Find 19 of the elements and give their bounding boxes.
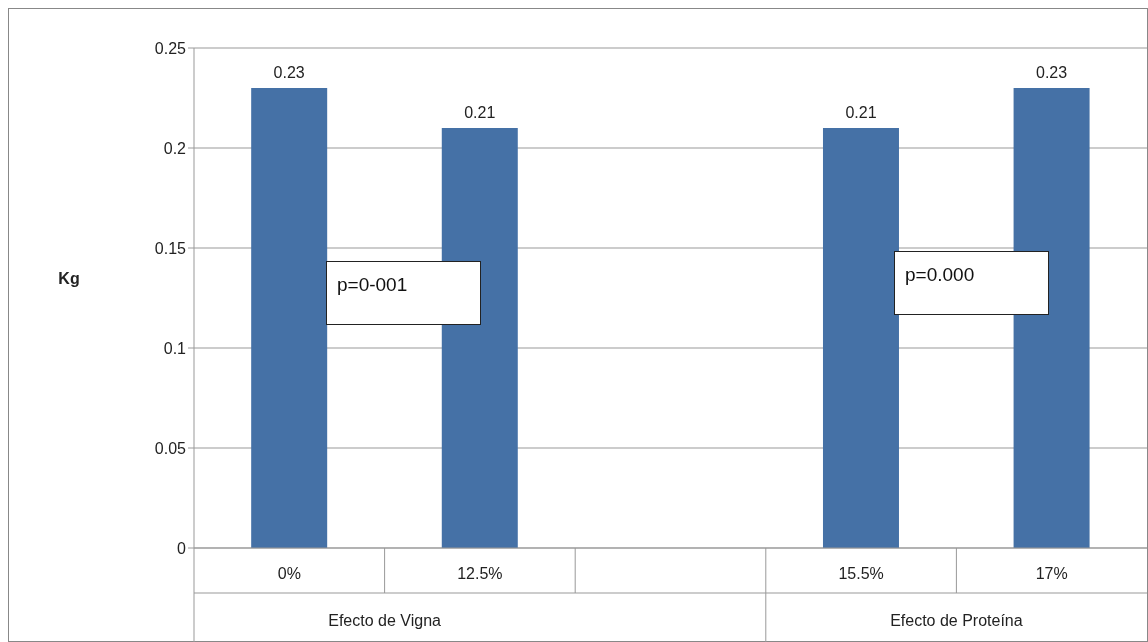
x-tick-label: 15.5%: [838, 565, 884, 583]
y-tick-label: 0.25: [154, 39, 187, 57]
text: Efecto de Vigna: [328, 612, 442, 629]
data-label: 0.21: [845, 104, 877, 121]
y-axis-title: Kg: [58, 270, 80, 287]
y-tick-label: 0: [177, 539, 187, 557]
data-label: 0.21: [464, 104, 496, 121]
y-tick-label: 0.15: [154, 239, 187, 257]
x-tick-label: 17%: [1035, 565, 1068, 583]
y-tick-label: 0.1: [163, 339, 187, 357]
note-box: p=0.000: [894, 251, 1049, 315]
x-tick-label: 12.5%: [457, 565, 503, 583]
y-tick-label: 0.2: [163, 139, 187, 157]
data-label: 0.23: [1036, 64, 1068, 81]
y-tick-label: 0.05: [154, 439, 187, 457]
note-box: p=0-001: [326, 261, 481, 325]
data-label: 0.23: [273, 64, 305, 81]
x-tick-label: 0%: [277, 565, 301, 583]
text: Efecto de Proteína: [890, 612, 1023, 629]
